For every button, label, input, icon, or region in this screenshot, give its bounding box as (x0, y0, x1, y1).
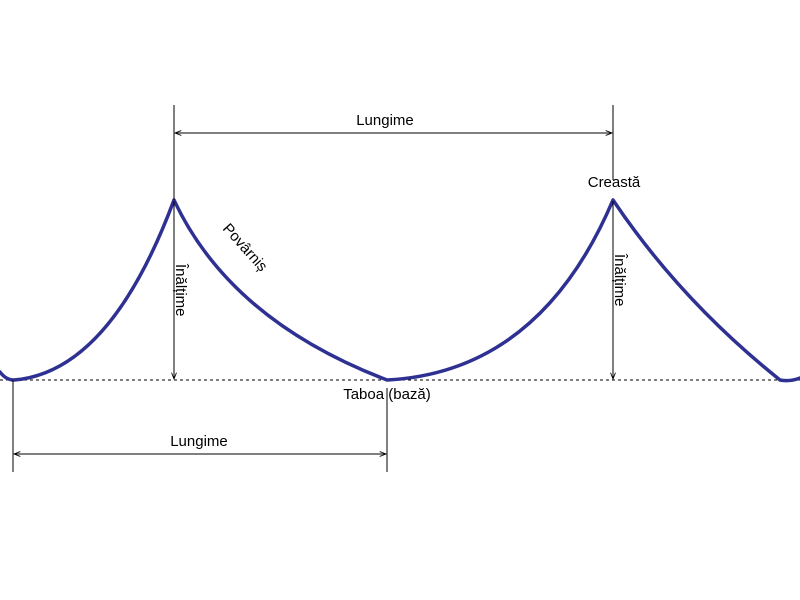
wave-curve (0, 198, 800, 383)
top-wavelength-label: Lungime (356, 112, 414, 129)
slope-label: Povârniș (219, 220, 271, 275)
bottom-wavelength-label: Lungime (170, 433, 228, 450)
right-height-label: Înălțime (611, 253, 628, 307)
crest-label: Creastă (588, 174, 641, 191)
left-height-label: Înălțime (172, 263, 189, 317)
